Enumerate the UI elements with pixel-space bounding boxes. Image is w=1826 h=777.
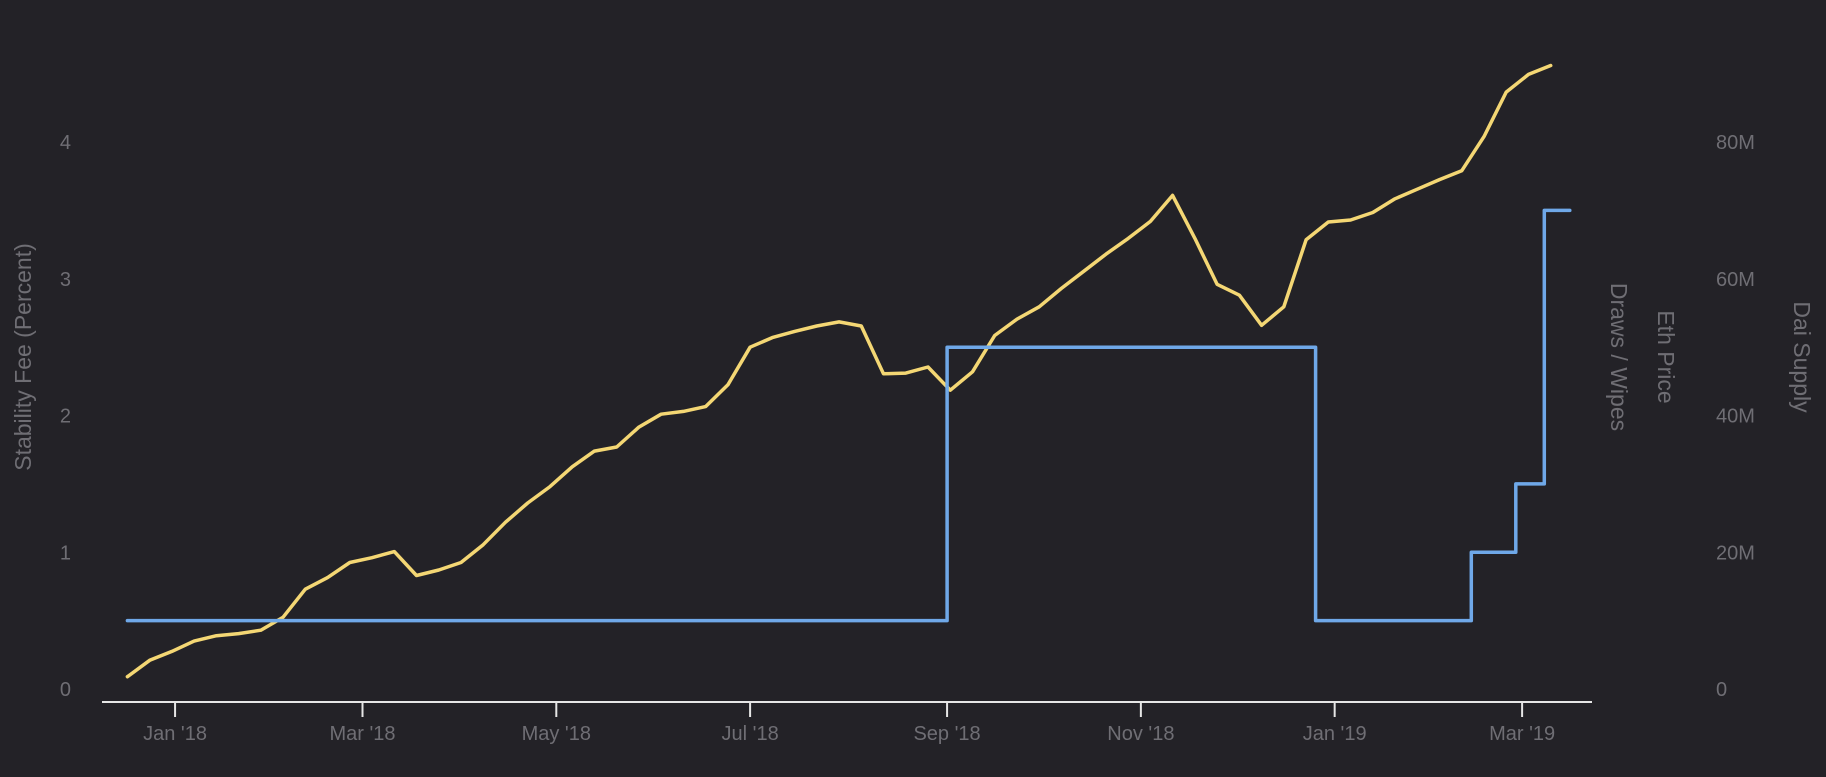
x-tick-label: Sep '18 bbox=[913, 723, 980, 745]
dai-supply-line bbox=[125, 63, 1553, 679]
x-tick-label: Jan '18 bbox=[143, 723, 207, 745]
y-left-tick-label: 0 bbox=[60, 679, 71, 701]
y-axis-left-title: Stability Fee (Percent) bbox=[10, 243, 36, 471]
y-left-tick-label: 4 bbox=[60, 132, 71, 154]
x-tick-label: Nov '18 bbox=[1107, 723, 1174, 745]
y-left-tick-label: 2 bbox=[60, 406, 71, 428]
axis-layer: Jan '18 Mar '18 May '18 Jul '18 Sep '18 Nov '… bbox=[60, 132, 1755, 745]
y-right-tick-label: 40M bbox=[1716, 406, 1755, 428]
y-axis-draws-wipes-title: Draws / Wipes bbox=[1606, 283, 1632, 431]
x-tick-label: Jul '18 bbox=[722, 723, 779, 745]
series-layer bbox=[125, 63, 1572, 679]
x-tick-label: Mar '18 bbox=[329, 723, 395, 745]
y-right-tick-label: 60M bbox=[1716, 269, 1755, 291]
x-tick-label: May '18 bbox=[522, 723, 591, 745]
y-right-tick-label: 0 bbox=[1716, 679, 1727, 701]
y-axis-eth-price-title: Eth Price bbox=[1653, 310, 1679, 403]
x-tick-label: Mar '19 bbox=[1489, 723, 1555, 745]
y-right-tick-label: 20M bbox=[1716, 542, 1755, 564]
y-left-tick-label: 3 bbox=[60, 269, 71, 291]
y-axis-dai-supply-title: Dai Supply bbox=[1789, 301, 1815, 413]
x-tick-label: Jan '19 bbox=[1303, 723, 1367, 745]
y-left-tick-label: 1 bbox=[60, 542, 71, 564]
stability-fee-line bbox=[125, 208, 1572, 623]
y-right-tick-label: 80M bbox=[1716, 132, 1755, 154]
